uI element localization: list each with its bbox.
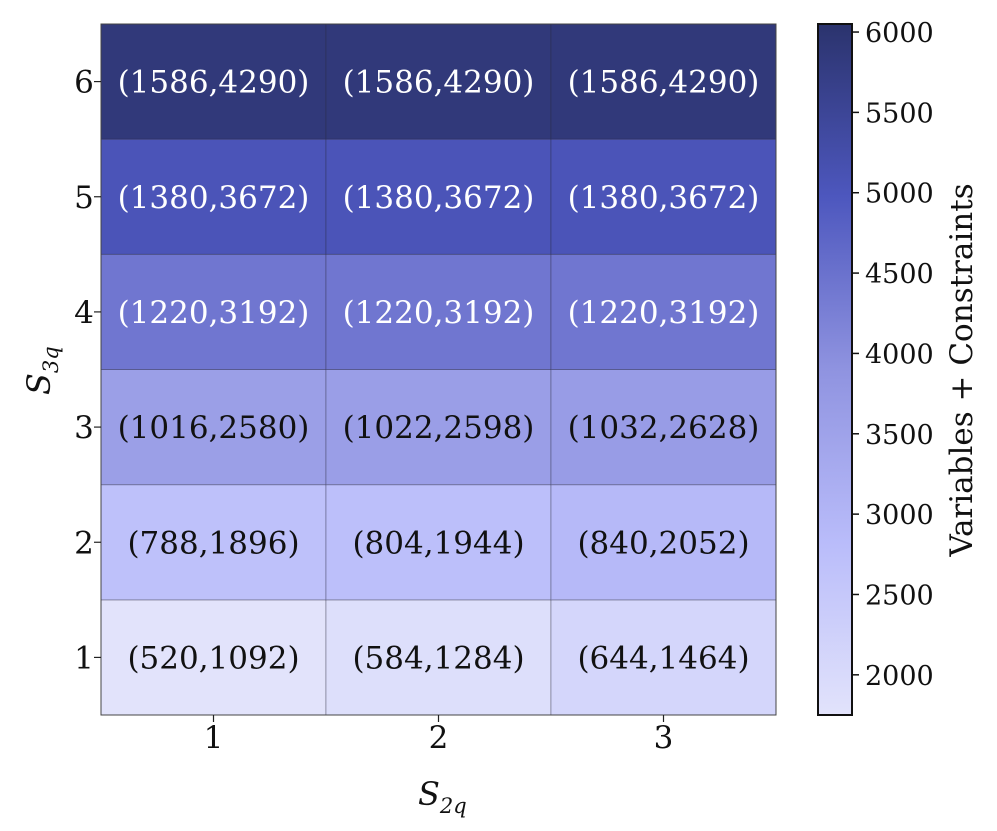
heatmap-cell bbox=[100, 138, 327, 255]
heatmap-cell bbox=[100, 599, 327, 716]
heatmap-cell bbox=[325, 484, 552, 601]
x-tick-label: 2 bbox=[429, 720, 449, 756]
cell-label: (1380,3672) bbox=[118, 180, 310, 216]
y-tick-label: 1 bbox=[74, 640, 94, 676]
colorbar-tick-label: 5500 bbox=[865, 98, 934, 129]
heatmap-cell bbox=[325, 369, 552, 486]
colorbar-ticks: 2000 2500 3000 3500 4000 4500 5000 5500 6000 bbox=[852, 18, 934, 692]
cell-label: (840,2052) bbox=[577, 525, 749, 561]
heatmap-cell bbox=[100, 484, 327, 601]
y-tick-label: 5 bbox=[74, 180, 94, 216]
y-axis-ticks: 1 2 3 4 5 6 bbox=[74, 65, 101, 676]
colorbar-tick-label: 6000 bbox=[865, 18, 934, 49]
cell-label: (788,1896) bbox=[127, 525, 299, 561]
y-axis-title-sub: 3q bbox=[39, 346, 63, 373]
x-axis-title-main: S bbox=[418, 775, 440, 813]
heatmap-cell bbox=[100, 369, 327, 486]
cell-label: (1586,4290) bbox=[343, 65, 535, 101]
cell-label: (584,1284) bbox=[352, 640, 524, 676]
cell-label: (1380,3672) bbox=[343, 180, 535, 216]
heatmap-cell bbox=[550, 253, 777, 370]
y-tick-label: 4 bbox=[74, 295, 94, 331]
y-tick-label: 2 bbox=[74, 525, 94, 561]
colorbar bbox=[817, 23, 853, 716]
heatmap-cell bbox=[550, 369, 777, 486]
cell-label: (804,1944) bbox=[352, 525, 524, 561]
colorbar-tick-label: 2500 bbox=[865, 580, 934, 611]
x-tick-label: 3 bbox=[654, 720, 674, 756]
cell-label: (1586,4290) bbox=[568, 65, 760, 101]
cell-label: (520,1092) bbox=[127, 640, 299, 676]
colorbar-tick-label: 4500 bbox=[865, 259, 934, 290]
heatmap-cell bbox=[325, 599, 552, 716]
x-axis-title: S2q bbox=[418, 775, 467, 818]
cell-label: (1220,3192) bbox=[343, 295, 535, 331]
cell-label: (1016,2580) bbox=[118, 410, 310, 446]
x-axis-ticks: 1 2 3 bbox=[204, 715, 674, 756]
heatmap-cell bbox=[550, 484, 777, 601]
y-axis-title-main: S bbox=[20, 373, 58, 395]
heatmap-cells bbox=[100, 23, 777, 716]
cell-label: (1022,2598) bbox=[343, 410, 535, 446]
x-tick-label: 1 bbox=[204, 720, 224, 756]
y-tick-label: 3 bbox=[74, 410, 94, 446]
colorbar-tick-label: 5000 bbox=[865, 179, 934, 210]
x-axis-title-sub: 2q bbox=[439, 794, 467, 818]
heatmap-cell bbox=[100, 253, 327, 370]
colorbar-title: Variables + Constraints bbox=[944, 183, 980, 557]
y-axis-title: S3q bbox=[20, 346, 63, 395]
cell-label: (1380,3672) bbox=[568, 180, 760, 216]
heatmap-cell bbox=[325, 138, 552, 255]
colorbar-tick-label: 3500 bbox=[865, 420, 934, 451]
cell-label: (1220,3192) bbox=[118, 295, 310, 331]
cell-label: (1586,4290) bbox=[118, 65, 310, 101]
cell-label: (1220,3192) bbox=[568, 295, 760, 331]
y-tick-label: 6 bbox=[74, 65, 94, 101]
colorbar-tick-label: 3000 bbox=[865, 500, 934, 531]
cell-label: (1032,2628) bbox=[568, 410, 760, 446]
colorbar-tick-label: 4000 bbox=[865, 339, 934, 370]
cell-label: (644,1464) bbox=[577, 640, 749, 676]
heatmap-cell bbox=[550, 138, 777, 255]
colorbar-tick-label: 2000 bbox=[865, 661, 934, 692]
heatmap-cell-labels: (520,1092) (584,1284) (644,1464) (788,1896)… bbox=[118, 65, 760, 677]
heatmap-cell bbox=[325, 23, 552, 140]
heatmap-cell bbox=[550, 23, 777, 140]
